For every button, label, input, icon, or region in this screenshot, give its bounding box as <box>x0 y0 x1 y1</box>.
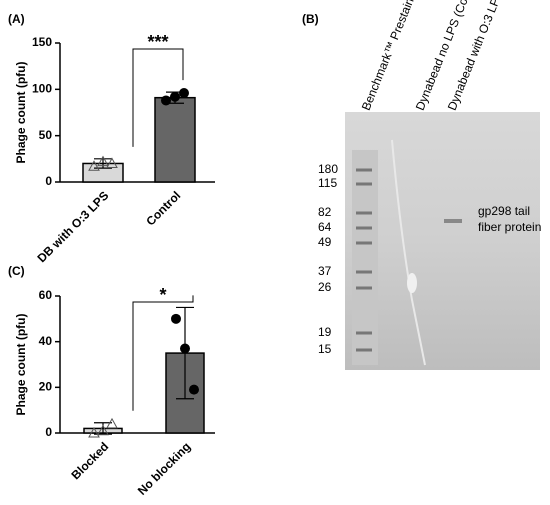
ladder-band <box>356 331 372 335</box>
x-tick-label: DB with O:3 LPS <box>35 188 112 265</box>
marker-label: 180 <box>318 162 338 176</box>
marker-label: 19 <box>318 325 332 339</box>
ladder-band <box>356 286 372 290</box>
significance-label: * <box>159 285 166 305</box>
data-point <box>97 155 109 167</box>
y-axis-label: Phage count (pfu) <box>14 314 28 416</box>
y-tick-label: 50 <box>39 128 53 142</box>
ladder-band <box>356 241 372 245</box>
y-tick-label: 0 <box>45 425 52 439</box>
significance-bracket <box>132 295 194 411</box>
data-point <box>170 91 180 102</box>
ladder-band <box>356 348 372 352</box>
lane-label: Benchmark™ Prestained <box>359 0 422 112</box>
x-tick-label: Blocked <box>68 439 111 482</box>
data-point <box>97 424 109 436</box>
y-tick-label: 40 <box>39 334 53 348</box>
data-point <box>88 426 100 438</box>
ladder-band <box>356 168 372 172</box>
x-tick-label: Control <box>143 188 183 228</box>
marker-label: 37 <box>318 264 332 278</box>
band-annotation: fiber protein <box>478 220 541 234</box>
y-axis-label: Phage count (pfu) <box>14 62 28 164</box>
data-point <box>106 157 118 168</box>
marker-label: 115 <box>318 176 337 190</box>
y-tick-label: 0 <box>45 174 52 188</box>
y-tick-label: 60 <box>39 288 53 302</box>
error-bar <box>94 158 112 169</box>
ladder-band <box>356 226 372 230</box>
marker-label: 15 <box>318 342 332 356</box>
protein-band <box>444 219 462 223</box>
x-tick-label: No blocking <box>135 439 193 497</box>
data-point <box>171 313 181 324</box>
bar <box>154 96 196 183</box>
significance-label: *** <box>147 32 168 52</box>
data-point <box>189 384 199 395</box>
data-point <box>106 417 118 429</box>
panel-label: (B) <box>302 12 319 26</box>
ladder-band <box>356 182 372 186</box>
marker-label: 82 <box>318 205 332 219</box>
data-point <box>180 343 190 354</box>
marker-label: 64 <box>318 220 332 234</box>
marker-label: 49 <box>318 235 332 249</box>
y-tick-label: 20 <box>39 380 53 394</box>
panel-label: (A) <box>8 12 25 26</box>
y-tick-label: 150 <box>32 35 52 49</box>
band-annotation: gp298 tail <box>478 204 530 218</box>
panel-label: (C) <box>8 264 25 278</box>
y-tick-label: 100 <box>32 82 52 96</box>
data-point <box>179 88 189 99</box>
data-point <box>161 95 171 106</box>
ladder-band <box>356 270 372 274</box>
significance-bracket <box>132 48 184 147</box>
gel-bubble <box>407 273 417 293</box>
data-point <box>88 160 100 171</box>
ladder-lane <box>352 150 378 365</box>
ladder-band <box>356 211 372 215</box>
marker-label: 26 <box>318 280 332 294</box>
